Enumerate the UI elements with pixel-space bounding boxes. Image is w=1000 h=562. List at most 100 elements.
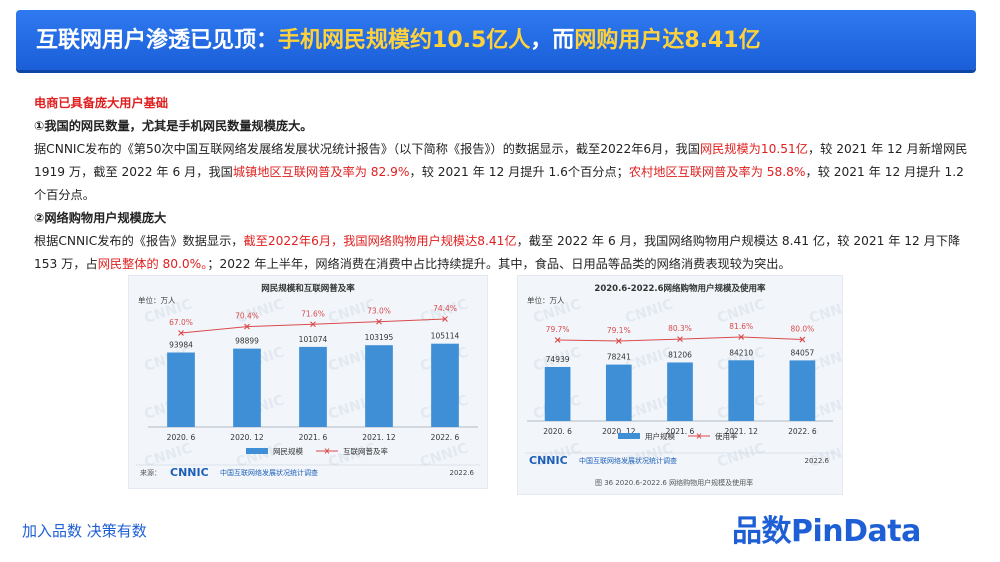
line-value-label: 74.4%	[433, 304, 457, 313]
legend-swatch-bar	[618, 433, 640, 439]
chart-title: 2020.6-2022.6网络购物用户规模及使用率	[594, 283, 766, 294]
bar-value-label: 103195	[365, 333, 394, 342]
point2-heading: ②网络购物用户规模庞大	[34, 211, 167, 225]
line-value-label: 67.0%	[169, 318, 193, 327]
line-value-label: 80.0%	[790, 325, 814, 334]
chart-panel-online-shoppers: CNNIC CNNIC CNNIC CNNIC CNNIC CNNIC CNNIC CNNIC…	[516, 274, 859, 499]
line-point	[178, 330, 184, 336]
legend-marker-line	[324, 448, 330, 454]
paragraph-2: 根据CNNIC发布的《报告》数据显示，截至2022年6月，我国网络购物用户规模达…	[34, 230, 974, 276]
x-tick-label: 2020. 12	[230, 433, 264, 442]
chart-title: 网民规模和互联网普及率	[261, 283, 355, 294]
x-tick-label: 2020. 6	[543, 427, 572, 436]
bar-value-label: 78241	[607, 353, 631, 362]
line-value-label: 73.0%	[367, 307, 391, 316]
point1-heading: ①我国的网民数量，尤其是手机网民数量规模庞大。	[34, 119, 313, 133]
source-label: 来源：	[140, 468, 161, 477]
line-point	[244, 323, 250, 330]
title-highlight-shoppers: 网购用户达8.41亿	[574, 28, 761, 53]
source-text: 中国互联网络发展状况统计调查	[579, 456, 677, 465]
bar	[233, 348, 261, 427]
x-tick-label: 2021. 12	[362, 433, 396, 442]
figure-caption: 图 36 2020.6-2022.6 网络购物用户规模及使用率	[595, 478, 753, 487]
legend-label-line: 使用率	[715, 431, 738, 441]
title-connector: ，而	[530, 28, 575, 53]
bar-value-label: 105114	[431, 332, 460, 341]
bar	[789, 360, 816, 421]
x-tick-label: 2022. 6	[431, 433, 460, 442]
bar-value-label: 74939	[546, 355, 570, 364]
page-title: 互联网用户渗透已见顶：手机网民规模约10.5亿人，而网购用户达8.41亿	[36, 22, 761, 54]
source-date: 2022.6	[450, 469, 475, 477]
banner-bar	[16, 10, 976, 70]
line-value-label: 79.1%	[607, 326, 631, 335]
line-value-label: 79.7%	[546, 325, 570, 334]
para1-text4: ，较 2021 年 12 月提升 1.2 个百分点。	[34, 165, 964, 202]
title-highlight-mobile-users: 手机网民规模约10.5亿人	[278, 28, 531, 53]
bar-value-label: 98899	[235, 337, 259, 346]
footer-slogan: 加入品数 决策有数	[22, 522, 147, 540]
brand-logo: 品数PinData	[732, 514, 921, 549]
line-point	[554, 337, 561, 343]
bar	[431, 343, 459, 427]
para1-text3: ，较 2021 年 12 月提升 1.6个百分点；	[409, 165, 629, 179]
legend-label-line: 互联网普及率	[343, 446, 388, 456]
paragraph-1: 据CNNIC发布的《第50次中国互联网络发展络发展状况统计报告》（以下简称《报告…	[34, 138, 974, 207]
x-tick-label: 2020. 12	[602, 427, 636, 436]
para1-text1: 据CNNIC发布的《第50次中国互联网络发展络发展状况统计报告》（以下简称《报告…	[34, 142, 700, 156]
legend-label-bar: 用户规模	[645, 431, 675, 441]
bar	[365, 345, 393, 427]
line-point	[615, 338, 622, 344]
bar-value-label: 101074	[299, 335, 328, 344]
line-value-label: 81.6%	[729, 322, 753, 331]
bar-value-label: 93984	[169, 341, 193, 350]
x-tick-label: 2021. 6	[666, 427, 695, 436]
line-point	[799, 336, 806, 343]
x-tick-label: 2020. 6	[167, 433, 196, 442]
line-point	[442, 316, 448, 322]
para1-emphasis1: 网民规模为10.51亿	[699, 142, 808, 156]
bar-value-label: 81206	[668, 350, 692, 359]
bar	[605, 364, 632, 421]
legend-marker-line	[696, 433, 702, 439]
line-point	[310, 321, 316, 328]
para2-emphasis1: 截至2022年6月，我国网络购物用户规模达8.41亿	[243, 234, 517, 248]
line-point	[738, 334, 745, 340]
bar	[299, 346, 327, 427]
line-point	[376, 318, 382, 325]
bar	[667, 362, 693, 421]
line-value-label: 70.4%	[235, 312, 259, 321]
bar	[728, 360, 755, 421]
para2-text3: ；2022 年上半年，网络消费在消费中占比持续提升。其中，食品、日用品等品类的网…	[207, 257, 791, 271]
source-logo: CNNIC	[170, 466, 209, 479]
bar	[544, 366, 571, 421]
legend-swatch-bar	[246, 448, 268, 454]
source-date: 2022.6	[805, 457, 830, 465]
line-point	[677, 336, 683, 342]
para2-text2: ，截至 2022 年 6 月，我国网络购物用户规模达 8.41 亿，较 2021…	[34, 234, 961, 271]
source-logo: CNNIC	[529, 454, 568, 467]
bar-value-label: 84210	[729, 348, 753, 357]
x-tick-label: 2021. 6	[299, 433, 328, 442]
header-banner: 互联网用户渗透已见顶：手机网民规模约10.5亿人，而网购用户达8.41亿	[0, 0, 1000, 76]
body-text: 电商已具备庞大用户基础 ①我国的网民数量，尤其是手机网民数量规模庞大。 据CNN…	[34, 92, 974, 276]
source-text: 中国互联网络发展状况统计调查	[220, 468, 318, 477]
line-value-label: 80.3%	[668, 324, 692, 333]
chart-unit-label: 单位：万人	[527, 295, 565, 305]
bar-value-label: 84057	[790, 348, 814, 357]
para1-emphasis2: 城镇地区互联网普及率为 82.9%	[232, 165, 410, 179]
chart-unit-label: 单位：万人	[138, 295, 176, 305]
x-tick-label: 2022. 6	[788, 427, 817, 436]
x-tick-label: 2021. 12	[724, 427, 758, 436]
para1-text2: ，较 2021 年 12 月新增网民 1919 万，截至 2022 年 6 月，…	[34, 142, 968, 179]
chart-panel-internet-users: CNNIC CNNIC CNNIC CNNIC CNNIC CNNIC CNNIC CNNIC…	[127, 274, 489, 493]
legend-label-bar: 网民规模	[273, 446, 303, 456]
bar	[167, 352, 195, 427]
title-prefix: 互联网用户渗透已见顶：	[36, 28, 279, 53]
para1-emphasis3: 农村地区互联网普及率为 58.8%	[628, 165, 806, 179]
line-value-label: 71.6%	[301, 309, 325, 318]
section-title: 电商已具备庞大用户基础	[34, 96, 169, 110]
para2-emphasis2: 网民整体的 80.0%。	[97, 257, 208, 271]
